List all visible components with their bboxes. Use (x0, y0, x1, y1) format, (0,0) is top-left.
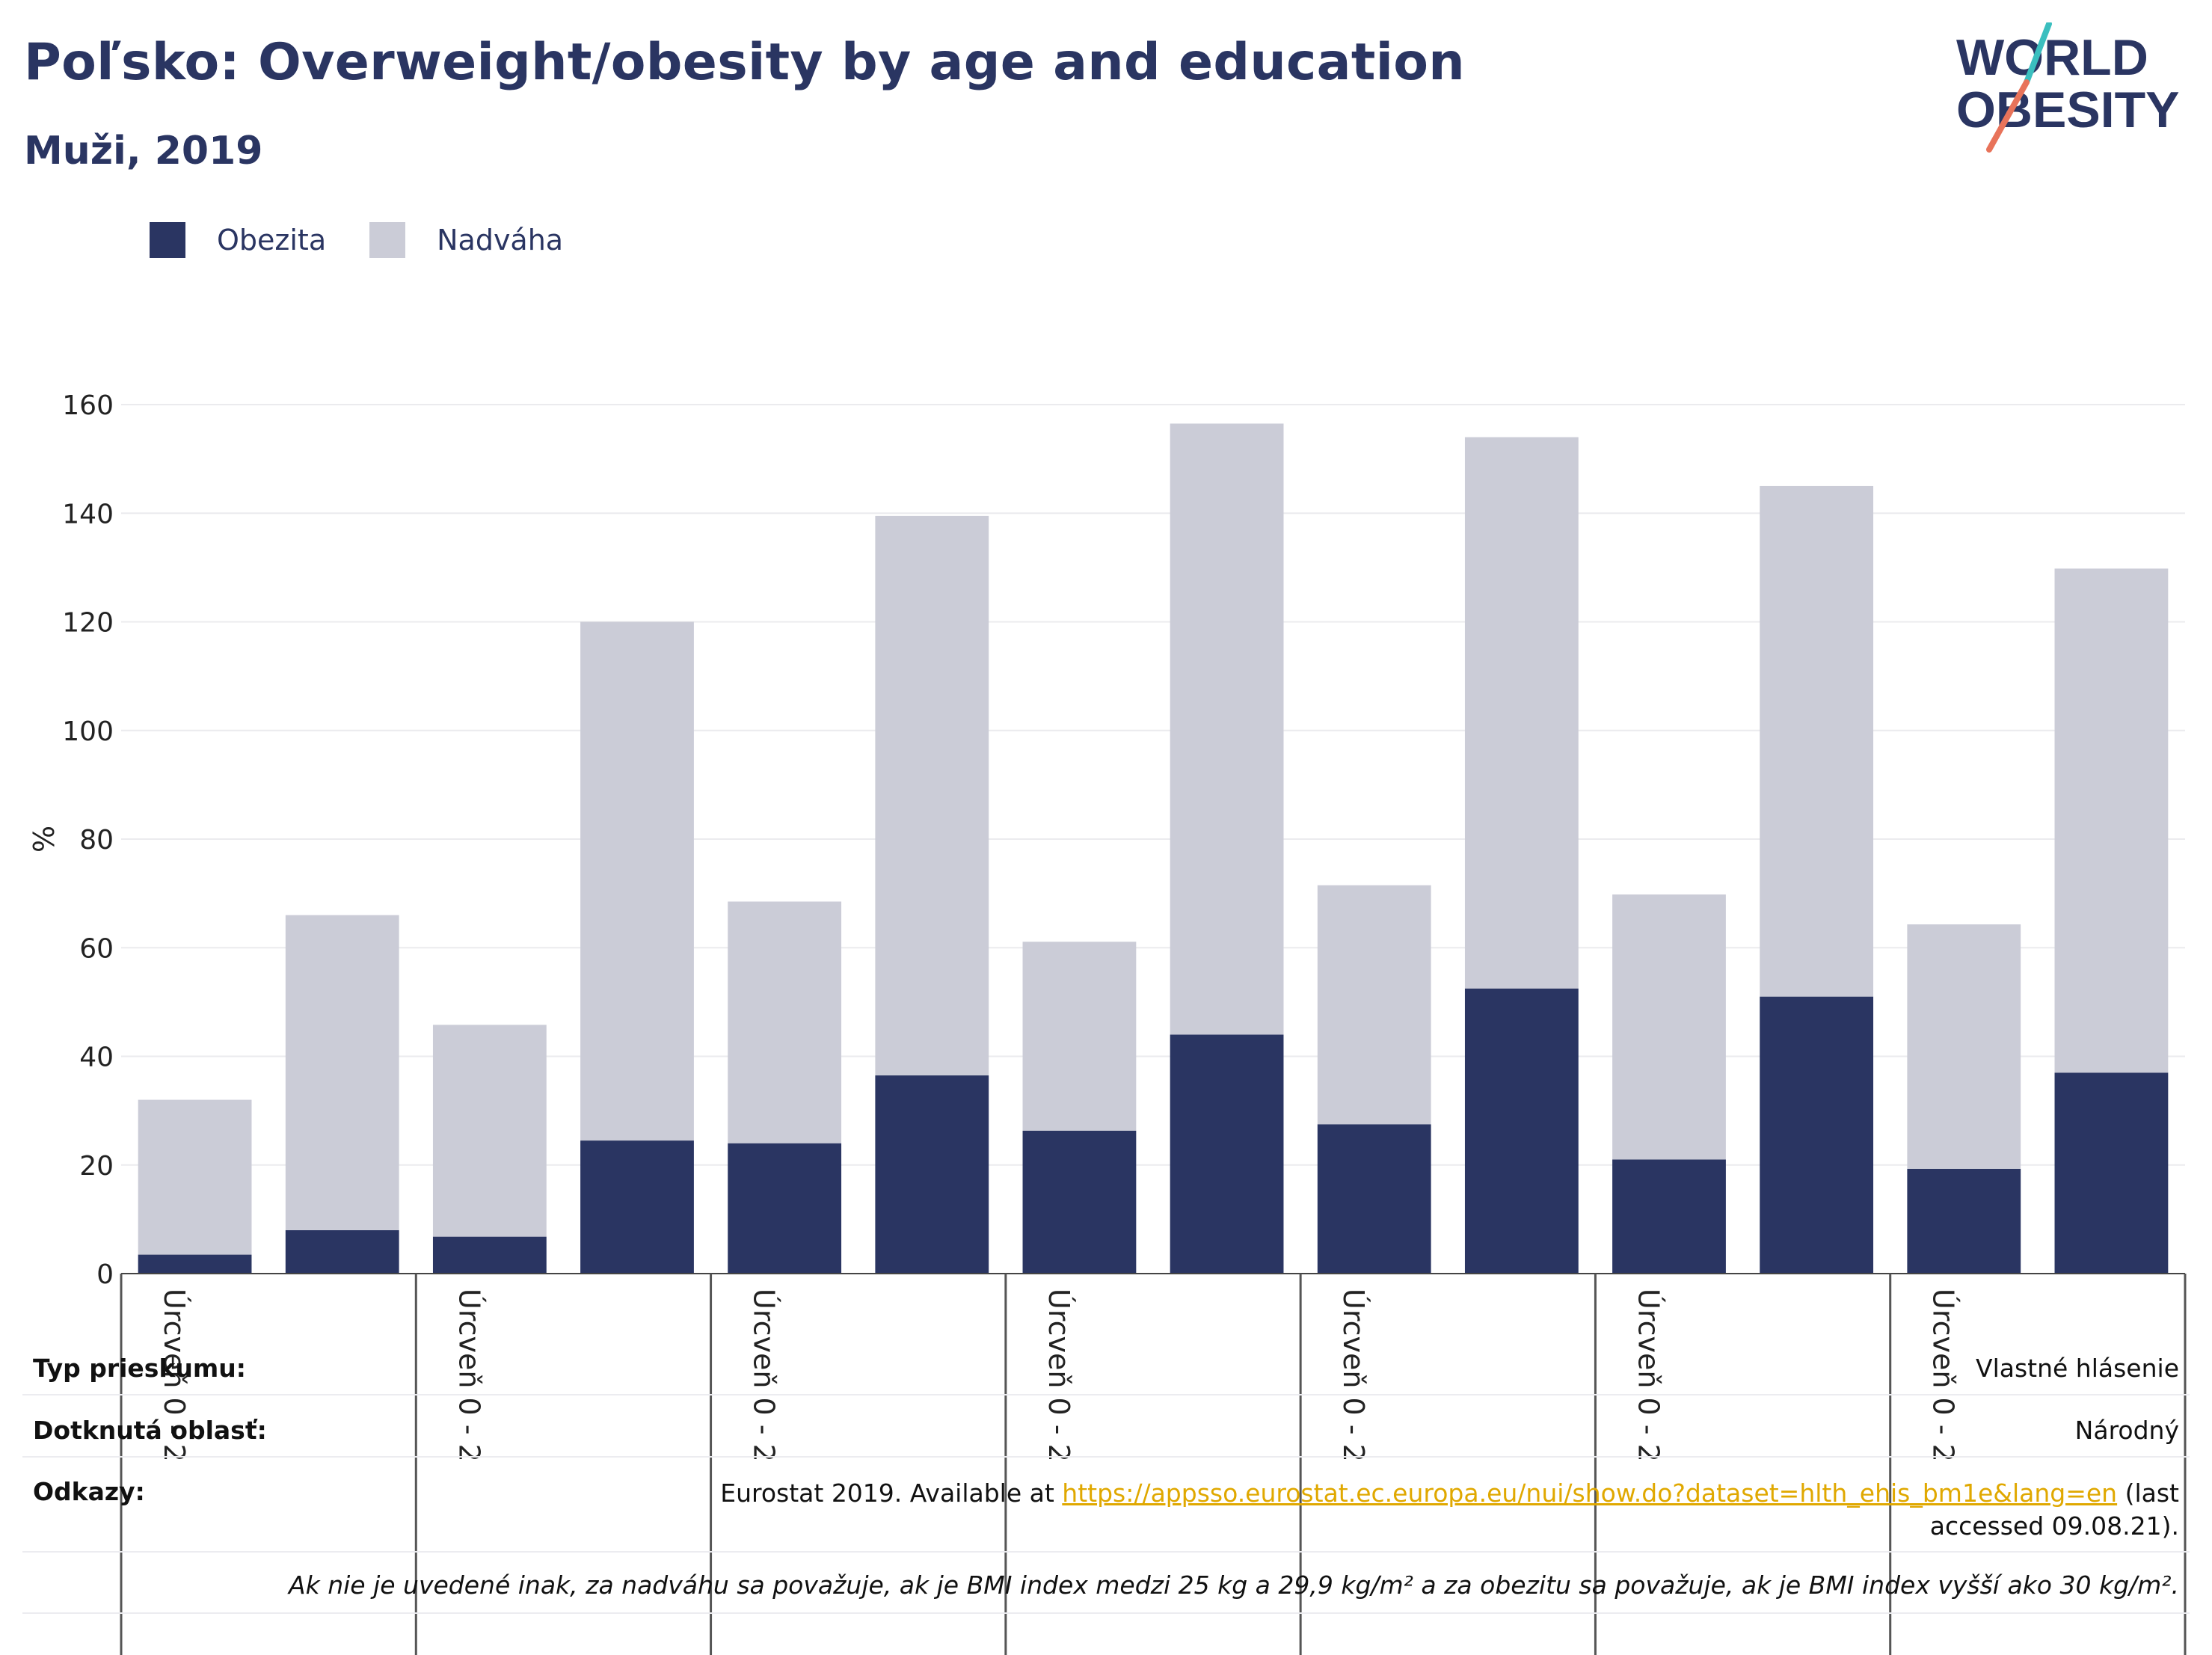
y-tick-label: 20 (79, 1151, 114, 1182)
chart-legend: Obezita Nadváha (150, 220, 606, 260)
bar-nadvaha (138, 1099, 252, 1255)
y-tick-label: 100 (62, 716, 114, 747)
bar-nadvaha (285, 915, 399, 1230)
logo-slash-teal (2024, 22, 2052, 85)
info-divider (22, 1456, 2190, 1458)
bar-nadvaha (1907, 924, 2021, 1169)
bar-obezita (1464, 988, 1579, 1274)
survey-type-row: Typ prieskumu: Vlastné hlásenie (33, 1354, 2179, 1388)
info-divider (22, 1612, 2190, 1614)
references-value: Eurostat 2019. Available at https://apps… (654, 1477, 2179, 1543)
legend-label-nadvaha: Nadváha (437, 224, 564, 257)
survey-type-value: Vlastné hlásenie (1976, 1354, 2179, 1383)
x-group-label: Úrcveň 0 - 2 (1042, 1289, 1075, 1462)
x-group-label: Úrcveň 0 - 2 (1927, 1289, 1960, 1462)
legend-item-nadvaha[interactable]: Nadváha (369, 222, 563, 258)
x-group-label: Úrcveň 0 - 2 (158, 1289, 191, 1462)
bar-nadvaha (875, 515, 989, 1075)
bar-nadvaha (1170, 423, 1284, 1035)
bar-obezita (1022, 1130, 1137, 1274)
bar-obezita (285, 1229, 399, 1274)
bar-nadvaha (728, 901, 842, 1143)
references-link[interactable]: https://appsso.eurostat.ec.europa.eu/nui… (1062, 1479, 2118, 1508)
bar-nadvaha (1022, 942, 1137, 1131)
area-label: Dotknutá oblasť: (33, 1416, 267, 1445)
logo-text-world: WORLD (1956, 29, 2148, 86)
bar-nadvaha (1612, 894, 1726, 1160)
bar-obezita (875, 1075, 989, 1274)
bar-obezita (2054, 1072, 2169, 1274)
y-tick-label: 160 (62, 390, 114, 421)
y-tick-label: 60 (79, 933, 114, 964)
bar-obezita (1612, 1159, 1726, 1274)
y-tick-label: 80 (79, 825, 114, 856)
bar-obezita (1760, 996, 1874, 1274)
legend-item-obezita[interactable]: Obezita (150, 222, 326, 258)
y-tick-label: 40 (79, 1043, 114, 1073)
legend-swatch-nadvaha (369, 222, 406, 258)
bar-obezita (728, 1143, 842, 1274)
bar-nadvaha (1760, 485, 1874, 997)
info-divider (22, 1394, 2190, 1395)
x-group-label: Úrcveň 0 - 2 (1337, 1289, 1370, 1462)
note-row: Ak nie je uvedené inak, za nadváhu sa po… (33, 1570, 2179, 1605)
bar-nadvaha (2054, 568, 2169, 1073)
logo-slash-coral (1986, 79, 2030, 153)
x-group-label: Úrcveň 0 - 2 (452, 1289, 485, 1462)
area-value: Národný (2074, 1416, 2179, 1445)
chart-title: Poľsko: Overweight/obesity by age and ed… (24, 33, 1465, 92)
bar-obezita (1170, 1034, 1284, 1274)
bar-obezita (1317, 1124, 1431, 1274)
world-obesity-logo: WORLD OBESITY (1956, 22, 2180, 153)
bar-obezita (138, 1254, 252, 1274)
bar-obezita (580, 1140, 694, 1274)
y-tick-label: 120 (62, 608, 114, 639)
survey-type-label: Typ prieskumu: (33, 1354, 246, 1383)
info-divider (22, 1551, 2190, 1553)
bar-nadvaha (1317, 885, 1431, 1125)
x-group-label: Úrcveň 0 - 2 (748, 1289, 781, 1462)
definition-note: Ak nie je uvedené inak, za nadváhu sa po… (289, 1570, 2179, 1600)
y-axis-label: % (28, 826, 61, 853)
y-tick-label: 140 (62, 499, 114, 529)
bar-obezita (1907, 1168, 2021, 1274)
chart-subtitle: Muži, 2019 (24, 129, 263, 174)
bar-nadvaha (580, 621, 694, 1141)
logo-text-obesity: OBESITY (1956, 82, 2180, 138)
references-prefix: Eurostat 2019. Available at (720, 1479, 1063, 1508)
bar-obezita (432, 1236, 547, 1274)
references-label: Odkazy: (33, 1477, 145, 1506)
references-row: Odkazy: Eurostat 2019. Available at http… (33, 1477, 2179, 1544)
legend-swatch-obezita (150, 222, 185, 258)
y-tick-label: 0 (96, 1259, 114, 1290)
references-suffix: (last accessed 09.08.21). (1929, 1479, 2179, 1541)
x-group-label: Úrcveň 0 - 2 (1632, 1289, 1665, 1462)
area-row: Dotknutá oblasť: Národný (33, 1416, 2179, 1450)
legend-label-obezita: Obezita (217, 224, 327, 257)
bar-nadvaha (1464, 437, 1579, 989)
bar-nadvaha (432, 1025, 547, 1237)
